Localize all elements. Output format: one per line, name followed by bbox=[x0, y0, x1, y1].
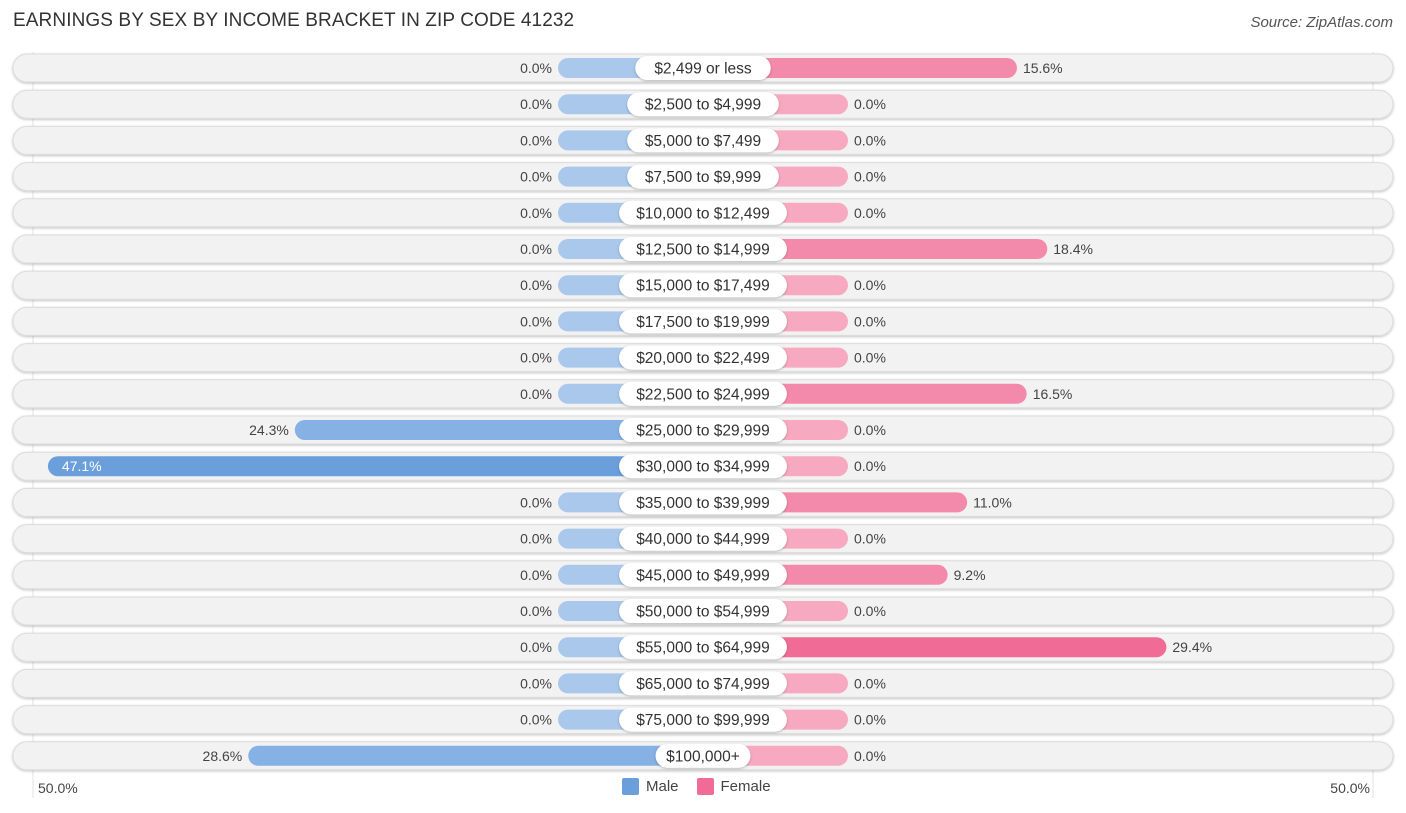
value-label-male: 0.0% bbox=[520, 277, 552, 293]
category-pill bbox=[627, 164, 779, 189]
value-label-male: 0.0% bbox=[520, 132, 552, 148]
value-label-male: 47.1% bbox=[62, 458, 102, 474]
category-label: $35,000 to $39,999 bbox=[636, 495, 770, 512]
category-pill bbox=[619, 707, 787, 732]
value-label-female: 0.0% bbox=[854, 422, 886, 438]
value-label-female: 0.0% bbox=[854, 531, 886, 547]
value-label-female: 0.0% bbox=[854, 205, 886, 221]
category-pill bbox=[619, 418, 787, 442]
bar-male bbox=[248, 745, 703, 766]
value-label-female: 0.0% bbox=[854, 277, 886, 293]
value-label-female: 9.2% bbox=[954, 567, 986, 583]
bar-female bbox=[703, 637, 1167, 658]
value-label-male: 0.0% bbox=[520, 60, 552, 76]
value-label-male: 0.0% bbox=[520, 531, 552, 547]
category-label: $45,000 to $49,999 bbox=[636, 567, 770, 584]
category-label: $17,500 to $19,999 bbox=[636, 314, 770, 331]
bar-male bbox=[294, 420, 703, 440]
axis-label-right: 50.0% bbox=[1330, 780, 1370, 796]
category-pill bbox=[619, 273, 787, 298]
value-label-female: 15.6% bbox=[1023, 60, 1063, 76]
legend: Male Female bbox=[622, 778, 781, 795]
category-label: $15,000 to $17,499 bbox=[636, 278, 770, 295]
bar-male bbox=[47, 456, 704, 477]
value-label-female: 0.0% bbox=[854, 132, 886, 148]
category-label: $2,499 or less bbox=[654, 61, 752, 78]
value-label-male: 0.0% bbox=[520, 169, 552, 185]
category-label: $5,000 to $7,499 bbox=[645, 133, 761, 150]
value-label-male: 0.0% bbox=[520, 567, 552, 583]
category-pill bbox=[619, 599, 787, 623]
value-label-male: 0.0% bbox=[520, 96, 552, 112]
value-label-female: 0.0% bbox=[854, 748, 886, 764]
category-pill bbox=[619, 345, 787, 370]
value-label-female: 0.0% bbox=[854, 675, 886, 691]
value-label-male: 0.0% bbox=[520, 313, 552, 329]
legend-item-male: Male bbox=[622, 778, 679, 795]
category-pill bbox=[619, 526, 787, 551]
value-label-male: 0.0% bbox=[520, 386, 552, 402]
category-pill bbox=[619, 309, 787, 334]
legend-label-male: Male bbox=[646, 778, 679, 795]
category-label: $30,000 to $34,999 bbox=[636, 459, 770, 476]
source-label: Source: ZipAtlas.com bbox=[1250, 14, 1393, 31]
category-pill bbox=[635, 56, 771, 80]
value-label-female: 0.0% bbox=[854, 96, 886, 112]
value-label-male: 28.6% bbox=[203, 748, 243, 764]
category-label: $100,000+ bbox=[666, 748, 740, 765]
value-label-female: 0.0% bbox=[854, 169, 886, 185]
category-label: $20,000 to $22,499 bbox=[636, 350, 770, 367]
value-label-male: 0.0% bbox=[520, 712, 552, 728]
category-pill bbox=[627, 128, 779, 153]
category-pill bbox=[619, 454, 787, 479]
category-label: $12,500 to $14,999 bbox=[636, 242, 770, 259]
value-label-female: 18.4% bbox=[1053, 241, 1093, 257]
value-label-female: 0.0% bbox=[854, 712, 886, 728]
category-label: $7,500 to $9,999 bbox=[645, 169, 761, 186]
axis-label-left: 50.0% bbox=[38, 780, 78, 796]
value-label-male: 24.3% bbox=[249, 422, 289, 438]
category-label: $40,000 to $44,999 bbox=[636, 531, 770, 548]
bar-female bbox=[703, 239, 1048, 259]
category-label: $2,500 to $4,999 bbox=[645, 97, 761, 114]
category-pill bbox=[655, 743, 751, 768]
value-label-male: 0.0% bbox=[520, 241, 552, 257]
category-label: $22,500 to $24,999 bbox=[636, 386, 770, 403]
legend-item-female: Female bbox=[696, 778, 771, 795]
category-pill bbox=[619, 562, 787, 587]
value-label-female: 0.0% bbox=[854, 313, 886, 329]
category-pill bbox=[619, 635, 787, 660]
legend-swatch-male bbox=[622, 778, 639, 795]
category-pill bbox=[619, 200, 787, 225]
category-label: $50,000 to $54,999 bbox=[636, 604, 770, 621]
category-label: $55,000 to $64,999 bbox=[636, 640, 770, 657]
category-label: $65,000 to $74,999 bbox=[636, 676, 770, 693]
category-label: $25,000 to $29,999 bbox=[636, 423, 770, 440]
category-pill bbox=[619, 490, 787, 515]
category-pill bbox=[627, 92, 779, 117]
legend-swatch-female bbox=[696, 778, 714, 795]
category-pill bbox=[619, 671, 787, 696]
legend-label-female: Female bbox=[720, 778, 771, 795]
value-label-female: 0.0% bbox=[854, 603, 886, 619]
value-label-male: 0.0% bbox=[520, 675, 552, 691]
value-label-female: 29.4% bbox=[1172, 639, 1212, 655]
value-label-male: 0.0% bbox=[520, 350, 552, 366]
value-label-female: 0.0% bbox=[854, 458, 886, 474]
value-label-female: 0.0% bbox=[854, 350, 886, 366]
category-pill bbox=[619, 237, 787, 261]
bar-female bbox=[703, 58, 1017, 78]
chart-title: EARNINGS BY SEX BY INCOME BRACKET IN ZIP… bbox=[13, 10, 575, 31]
value-label-male: 0.0% bbox=[520, 205, 552, 221]
category-pill bbox=[619, 381, 787, 406]
value-label-male: 0.0% bbox=[520, 639, 552, 655]
category-label: $75,000 to $99,999 bbox=[636, 712, 770, 729]
value-label-female: 11.0% bbox=[973, 494, 1012, 510]
value-label-male: 0.0% bbox=[520, 603, 552, 619]
value-label-male: 0.0% bbox=[520, 494, 552, 510]
value-label-female: 16.5% bbox=[1033, 386, 1073, 402]
category-label: $10,000 to $12,499 bbox=[636, 205, 770, 222]
